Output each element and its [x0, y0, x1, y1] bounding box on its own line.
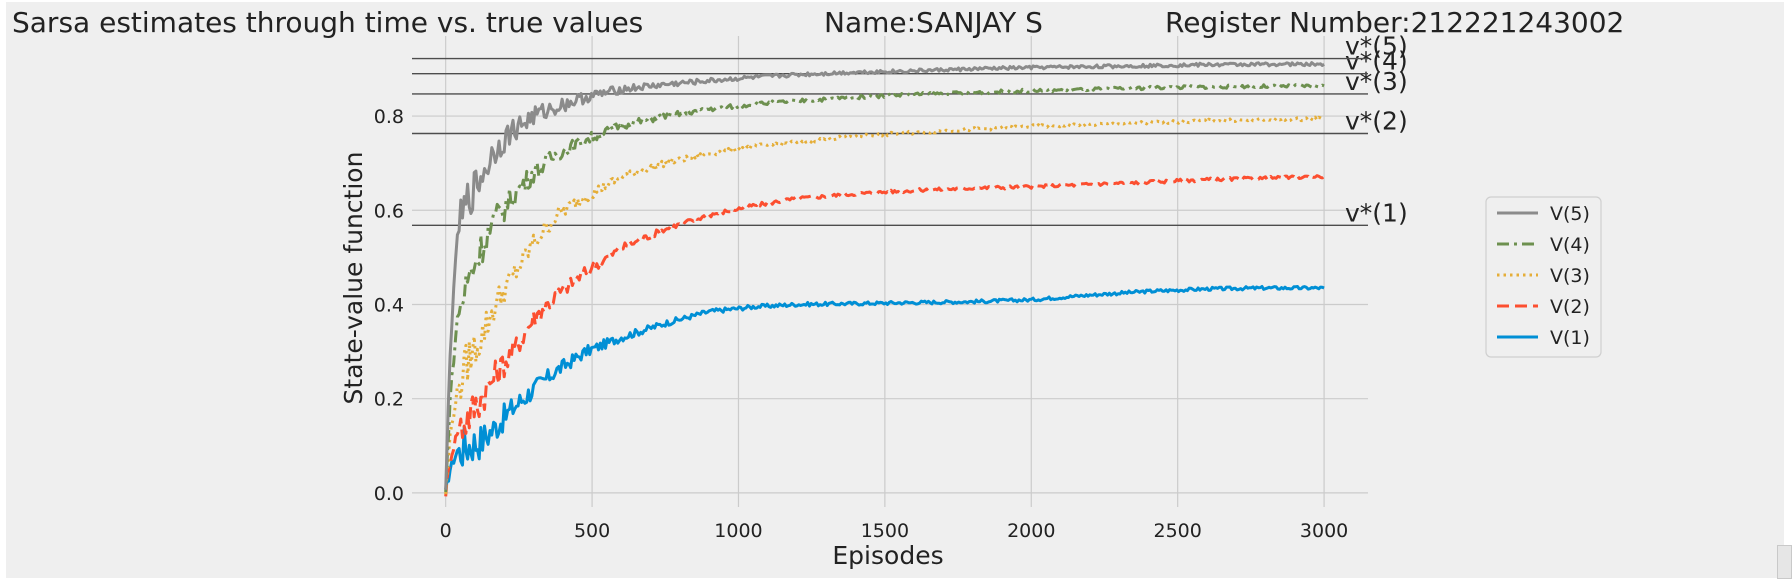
y-tick-label: 0.2 [374, 389, 404, 411]
x-tick-label: 1500 [861, 520, 909, 542]
y-tick-label: 0.6 [374, 200, 404, 222]
true-value-label: v*(2) [1345, 106, 1408, 135]
tick-labels: 0 500 1000 1500 2000 2500 3000 0.0 0.2 0.4 0.6 0.8 [374, 106, 1348, 542]
true-value-label: v*(4) [1345, 47, 1408, 76]
y-tick-label: 0.8 [374, 106, 404, 128]
series-lines [444, 61, 1326, 497]
x-tick-label: 1000 [714, 520, 762, 542]
legend-box [1485, 196, 1602, 358]
series-line-v1 [444, 285, 1325, 490]
x-tick-label: 2000 [1007, 520, 1055, 542]
legend-label: V(1) [1550, 327, 1590, 349]
grid [412, 36, 1368, 507]
legend-label: V(3) [1550, 265, 1590, 287]
legend-label: V(4) [1550, 234, 1590, 256]
series-line-v3 [444, 115, 1325, 495]
x-tick-label: 3000 [1300, 520, 1348, 542]
y-axis-label: State-value function [339, 152, 368, 405]
true-value-label: v*(5) [1345, 32, 1408, 61]
true-value-lines: v*(1) v*(2) v*(3)v*(4)v*(5) [412, 32, 1408, 227]
x-tick-label: 2500 [1153, 520, 1201, 542]
legend-label: V(5) [1550, 203, 1590, 225]
chart-title-left: Sarsa estimates through time vs. true va… [12, 6, 643, 39]
chart-title-name: Name:SANJAY S [824, 6, 1043, 39]
x-tick-label: 0 [440, 520, 452, 542]
y-tick-label: 0.0 [374, 483, 404, 505]
x-tick-label: 500 [574, 520, 610, 542]
chart-title-register: Register Number:212221243002 [1165, 6, 1624, 39]
true-value-label: v*(1) [1345, 198, 1408, 227]
y-tick-label: 0.4 [374, 294, 404, 316]
legend-label: V(2) [1550, 296, 1590, 318]
legend: V(5) V(4) V(3) V(2) V(1) [1485, 196, 1602, 358]
series-line-v5 [444, 61, 1325, 490]
series-line-v4 [444, 83, 1325, 493]
x-axis-label: Episodes [832, 541, 943, 570]
series-line-v2 [444, 174, 1326, 497]
true-value-label: v*(3) [1345, 67, 1408, 96]
